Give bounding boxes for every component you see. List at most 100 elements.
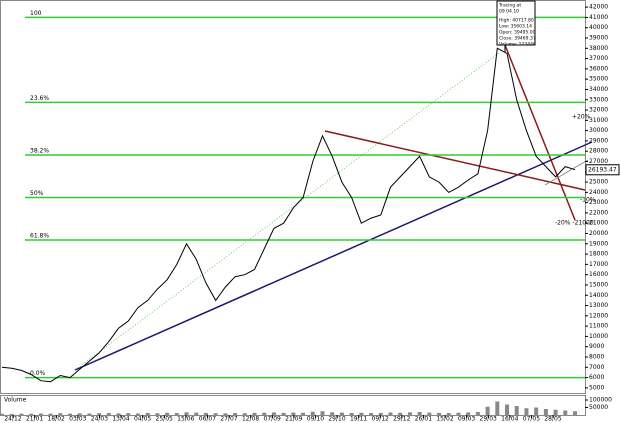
volume-bar bbox=[485, 406, 490, 415]
fib-label: 0.0% bbox=[30, 370, 46, 377]
volume-bar bbox=[543, 409, 548, 415]
trend-line bbox=[324, 130, 586, 191]
x-tick-label: 19/11 bbox=[350, 416, 367, 423]
tooltip-line: Volume: 123446 bbox=[499, 42, 536, 48]
volume-bar bbox=[456, 412, 461, 415]
y-tick-label: 25000 bbox=[589, 179, 608, 186]
x-tick-label: 26/01 bbox=[415, 416, 432, 423]
y-tick-label: 10000 bbox=[589, 333, 608, 340]
volume-bar bbox=[223, 413, 228, 415]
tooltip-line: Tracing at bbox=[498, 3, 521, 9]
y-tick-label: 6000 bbox=[589, 374, 604, 381]
x-tick-label: 29/10 bbox=[328, 416, 345, 423]
volume-bar bbox=[369, 413, 374, 415]
volume-label: Volume bbox=[4, 397, 27, 404]
y-tick-label: 15000 bbox=[589, 281, 608, 288]
y-tick-label: 18000 bbox=[589, 251, 608, 258]
volume-bar bbox=[252, 412, 257, 415]
volume-pane bbox=[0, 395, 586, 416]
y-tick-label: 33000 bbox=[589, 96, 608, 103]
volume-bar bbox=[563, 410, 568, 415]
x-tick-label: 25/05 bbox=[156, 416, 173, 423]
volume-bar bbox=[19, 413, 24, 415]
y-tick-label: 8000 bbox=[589, 353, 604, 360]
last-price-box bbox=[585, 164, 620, 176]
volume-bar bbox=[184, 412, 189, 415]
y-tick-label: 41000 bbox=[589, 14, 608, 21]
x-tick-label: 29/12 bbox=[393, 416, 410, 423]
y-tick-label: 12000 bbox=[589, 312, 608, 319]
y-tick-label: 9000 bbox=[589, 343, 604, 350]
y-tick-label: 11000 bbox=[589, 323, 608, 330]
fib-label: 23.6% bbox=[30, 95, 49, 102]
volume-bar bbox=[145, 412, 150, 415]
tooltip-line: 09.04.10 bbox=[499, 9, 519, 15]
fib-label: 38.2% bbox=[30, 148, 49, 155]
volume-bar bbox=[398, 412, 403, 415]
y-tick-label: 35000 bbox=[589, 76, 608, 83]
volume-bar bbox=[9, 413, 14, 415]
volume-bar bbox=[534, 407, 539, 415]
volume-bar bbox=[58, 413, 63, 415]
volume-bar bbox=[514, 406, 519, 415]
annotation: +20% bbox=[572, 114, 591, 121]
volume-bar bbox=[388, 412, 393, 415]
y-tick-label: 29000 bbox=[589, 137, 608, 144]
volume-bar bbox=[233, 413, 238, 415]
y-tick-label: 21000 bbox=[589, 220, 608, 227]
volume-bar bbox=[291, 412, 296, 415]
x-tick-label: 18/02 bbox=[48, 416, 65, 423]
volume-bar bbox=[213, 413, 218, 415]
y-tick-label: 100000 bbox=[589, 397, 612, 404]
fib-label: 100 bbox=[30, 10, 42, 17]
volume-bar bbox=[349, 412, 354, 415]
y-tick-label: 34000 bbox=[589, 86, 608, 93]
fib-label: 50% bbox=[30, 190, 44, 197]
volume-bar bbox=[87, 413, 92, 415]
y-tick-label: 50000 bbox=[589, 404, 608, 411]
volume-bar bbox=[475, 412, 480, 415]
x-tick-label: 12/08 bbox=[242, 416, 259, 423]
volume-bar bbox=[310, 411, 315, 415]
x-tick-label: 04/05 bbox=[134, 416, 151, 423]
volume-bar bbox=[135, 413, 140, 415]
volume-bar bbox=[339, 412, 344, 415]
volume-bar bbox=[116, 413, 121, 415]
price-pane bbox=[0, 0, 586, 394]
x-tick-label: 07/05 bbox=[523, 416, 540, 423]
y-tick-label: 22000 bbox=[589, 209, 608, 216]
volume-bar bbox=[359, 412, 364, 415]
volume-bar bbox=[553, 409, 558, 415]
volume-bar bbox=[155, 413, 160, 415]
x-tick-label: 13/04 bbox=[112, 416, 129, 423]
volume-bar bbox=[0, 413, 4, 415]
y-tick-label: 13000 bbox=[589, 302, 608, 309]
volume-bar bbox=[417, 412, 422, 415]
y-tick-label: 5000 bbox=[589, 384, 604, 391]
y-tick-label: 7000 bbox=[589, 364, 604, 371]
volume-bar bbox=[573, 411, 577, 415]
x-tick-label: 27/07 bbox=[220, 416, 237, 423]
volume-bar bbox=[67, 413, 72, 415]
price-line bbox=[1, 47, 576, 383]
volume-bar bbox=[446, 413, 451, 415]
x-tick-label: 16/04 bbox=[501, 416, 518, 423]
volume-bar bbox=[174, 413, 179, 415]
x-tick-label: 29/03 bbox=[480, 416, 497, 423]
x-tick-label: 28/05 bbox=[544, 416, 561, 423]
y-tick-label: 20000 bbox=[589, 230, 608, 237]
volume-bar bbox=[262, 412, 267, 415]
y-tick-label: 40000 bbox=[589, 24, 608, 31]
y-tick-label: 36000 bbox=[589, 65, 608, 72]
volume-bar bbox=[437, 412, 442, 415]
x-tick-label: 21/09 bbox=[285, 416, 302, 423]
y-tick-label: 31000 bbox=[589, 117, 608, 124]
x-tick-label: 15/06 bbox=[177, 416, 194, 423]
x-tick-label: 07/09 bbox=[264, 416, 281, 423]
y-tick-label: 32000 bbox=[589, 107, 608, 114]
last-price-label: 26193.47 bbox=[588, 166, 617, 173]
volume-bar bbox=[378, 412, 383, 415]
volume-bar bbox=[330, 412, 335, 415]
annotation: -10% bbox=[580, 197, 596, 204]
